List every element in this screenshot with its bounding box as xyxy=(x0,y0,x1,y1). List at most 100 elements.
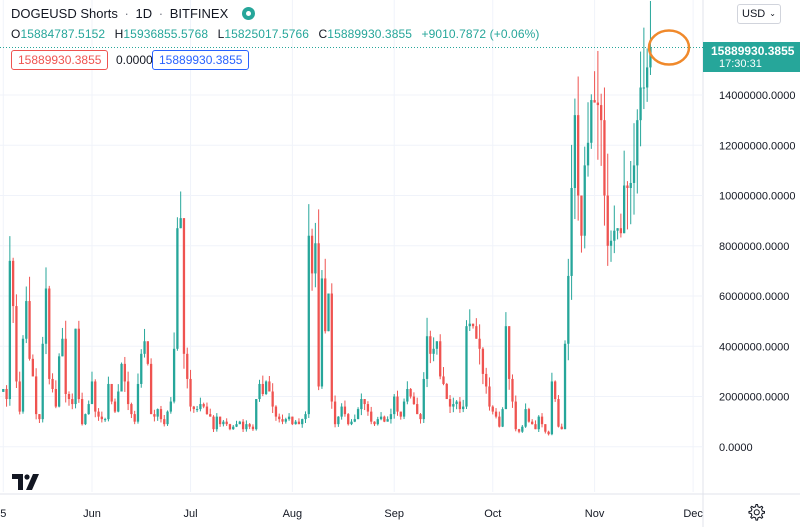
candle-body xyxy=(629,182,632,188)
time-tick-label: Jul xyxy=(184,508,198,520)
close-key: C xyxy=(318,27,328,41)
separator: · xyxy=(158,6,164,21)
candle-body xyxy=(435,341,439,349)
candle-body xyxy=(416,404,419,415)
candle-body xyxy=(281,419,284,422)
low-value: 15825017.5766 xyxy=(224,27,310,41)
candle-body xyxy=(399,411,402,417)
candle-body xyxy=(386,419,389,422)
candle-body xyxy=(2,388,5,392)
candle-body xyxy=(586,142,590,166)
time-tick-label: 5 xyxy=(0,508,6,520)
time-tick-label: Sep xyxy=(384,508,404,520)
candle-body xyxy=(268,381,271,392)
candle-body xyxy=(123,363,126,382)
candle-body xyxy=(636,120,639,166)
candle-body xyxy=(61,338,64,357)
candle-body xyxy=(54,388,57,407)
open-value: 15884787.5152 xyxy=(20,27,106,41)
currency-select[interactable]: USD ⌄ xyxy=(737,4,781,24)
candle-body xyxy=(130,404,133,415)
candle-body xyxy=(232,426,235,430)
candle-body xyxy=(448,399,452,407)
candle-body xyxy=(432,348,435,354)
candle-body xyxy=(51,378,54,389)
candle-body xyxy=(485,373,488,387)
candle-body xyxy=(166,411,169,425)
candle-body xyxy=(179,218,182,229)
candle-body xyxy=(255,399,258,430)
candle-body xyxy=(488,386,491,407)
chart-legend-title[interactable]: DOGEUSD Shorts · 1D · BITFINEX xyxy=(11,6,255,21)
candle-body xyxy=(215,416,218,430)
candle-body xyxy=(422,378,425,420)
candle-body xyxy=(57,356,61,407)
symbol-title[interactable]: DOGEUSD Shorts xyxy=(11,6,118,21)
candle-body xyxy=(396,396,399,412)
close-value: 15889930.3855 xyxy=(327,27,413,41)
last-price-value: 15889930.3855 xyxy=(711,44,795,58)
candle-body xyxy=(307,235,310,415)
candle-body xyxy=(366,404,370,412)
candle-body xyxy=(278,416,281,420)
candle-body xyxy=(120,363,123,392)
candle-body xyxy=(626,185,629,188)
candle-body xyxy=(609,240,613,246)
candle-body xyxy=(248,424,251,427)
gear-icon[interactable] xyxy=(747,503,765,521)
candle-body xyxy=(524,409,527,427)
candle-body xyxy=(143,341,146,354)
open-key: O xyxy=(11,27,21,41)
candle-body xyxy=(149,363,153,415)
candle-body xyxy=(140,353,143,384)
candle-body xyxy=(613,230,616,241)
price-tick-label: 12000000.0000 xyxy=(719,140,795,152)
candle-body xyxy=(113,401,117,412)
candle-body xyxy=(195,409,199,411)
candle-body xyxy=(491,406,494,412)
price-tick-label: 2000000.0000 xyxy=(719,392,789,404)
candle-body xyxy=(261,383,264,395)
candle-body xyxy=(110,383,113,402)
candle-body xyxy=(623,185,626,234)
candle-body xyxy=(406,388,409,402)
candle-body xyxy=(393,396,396,415)
price-tick-label: 8000000.0000 xyxy=(719,241,789,253)
change-value: +9010.7872 (+0.06%) xyxy=(421,27,540,41)
candle-body xyxy=(606,195,609,246)
tradingview-logo-icon[interactable] xyxy=(11,470,41,494)
candle-body xyxy=(294,421,297,425)
ohlc-values: O15884787.5152 H15936855.5768 L15825017.… xyxy=(11,27,545,41)
candle-body xyxy=(580,195,583,236)
candle-body xyxy=(478,338,481,349)
candle-body xyxy=(458,401,462,410)
candle-body xyxy=(501,409,504,427)
candle-body xyxy=(317,243,320,387)
candle-body xyxy=(192,406,195,410)
candle-body xyxy=(314,243,317,274)
candle-body xyxy=(153,414,156,417)
bar-countdown: 17:30:31 xyxy=(719,58,762,70)
exchange-label: BITFINEX xyxy=(169,6,229,21)
candle-body xyxy=(547,431,550,435)
candle-body xyxy=(199,404,202,410)
candle-body xyxy=(284,419,287,422)
time-tick-label: Jun xyxy=(83,508,101,520)
time-tick-label: Nov xyxy=(585,508,605,520)
candle-body xyxy=(425,336,429,379)
candle-body xyxy=(590,100,593,143)
candle-body xyxy=(202,404,205,407)
candle-body xyxy=(103,419,107,421)
candle-body xyxy=(258,383,261,400)
interval-label[interactable]: 1D xyxy=(135,6,153,21)
candle-body xyxy=(504,326,508,410)
candle-body xyxy=(21,338,25,412)
candle-body xyxy=(31,358,35,377)
candle-body xyxy=(18,381,21,412)
candle-body xyxy=(445,383,448,400)
indicator-value-red: 15889930.3855 xyxy=(11,50,109,70)
candle-body xyxy=(475,326,478,339)
